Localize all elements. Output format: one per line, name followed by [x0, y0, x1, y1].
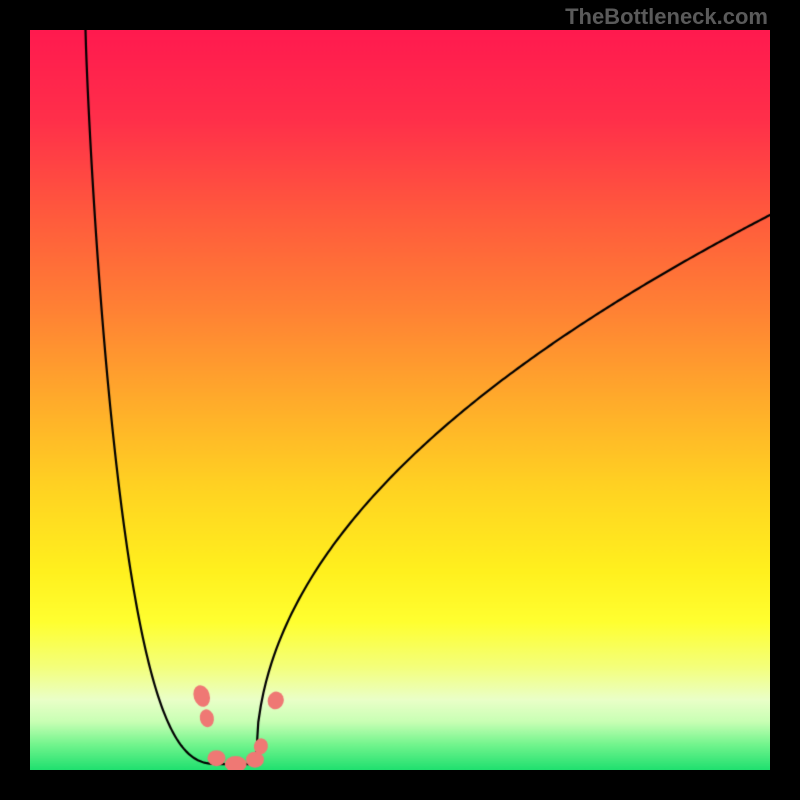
chart-stage: TheBottleneck.com — [0, 0, 800, 800]
watermark-label: TheBottleneck.com — [565, 4, 768, 30]
bottleneck-curve-chart — [30, 30, 770, 770]
